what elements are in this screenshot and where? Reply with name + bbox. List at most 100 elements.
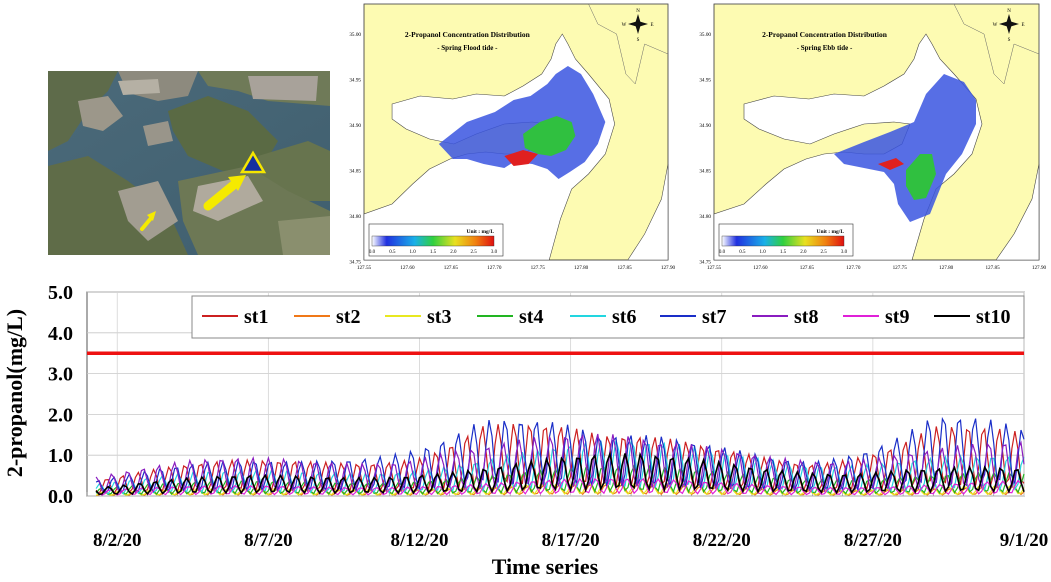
time-series-chart-svg: 0.0 1.0 2.0 3.0 4.0 5.0 8/2/20 8/7/20 8/12/20 8/1… (2, 282, 1049, 579)
map-flood-svg: 2-Propanol Concentration Distribution - S… (349, 3, 676, 271)
colorbar-tick: 2.5 (821, 250, 828, 255)
colorbar-tick: 3.0 (491, 250, 498, 255)
series-group (95, 416, 1025, 496)
map-subtitle: - Spring Flood tide - (437, 44, 498, 52)
coastline (364, 3, 669, 85)
legend-box (191, 295, 1025, 339)
compass-s-label: S (1008, 38, 1011, 43)
map-x-tick: 127.75 (893, 265, 908, 270)
compass-e-label: E (1021, 23, 1024, 28)
y-tick-label: 1.0 (48, 445, 73, 467)
legend-label: st6 (612, 306, 636, 328)
map-x-tick: 127.70 (487, 265, 502, 270)
legend: st1 st2 st3 st4 st6 st7 st8 st9 st10 (191, 295, 1025, 339)
y-tick-label: 3.0 (48, 364, 73, 386)
series-line-st10 (95, 451, 1025, 496)
map-y-tick: 34.80 (699, 214, 711, 220)
x-tick-label: 8/17/20 (542, 530, 600, 551)
map-content (713, 3, 1040, 261)
map-ebb-svg: 2-Propanol Concentration Distribution - S… (699, 3, 1047, 271)
colorbar-tick: 1.5 (430, 250, 437, 255)
legend-label: st8 (794, 306, 818, 328)
colorbar-tick: 0.0 (369, 250, 376, 255)
legend-label: st1 (244, 306, 268, 328)
arrow-icon (203, 175, 246, 211)
map-x-tick: 127.80 (939, 265, 954, 270)
map-x-tick: 127.65 (444, 265, 459, 270)
plume-red (504, 150, 538, 166)
series-line-st9 (95, 477, 1025, 496)
compass-n-label: N (1007, 9, 1011, 14)
unit-label: Unit : mg/L (817, 229, 845, 235)
colorbar-tick: 1.0 (760, 250, 767, 255)
map-x-tick: 127.60 (400, 265, 415, 270)
map-x-tick: 127.75 (531, 265, 546, 270)
map-subtitle: - Spring Ebb tide - (797, 44, 853, 52)
legend-label: st7 (702, 306, 726, 328)
map-y-tick: 35.00 (349, 32, 361, 38)
map-y-tick: 34.95 (349, 78, 361, 84)
satellite-image (48, 71, 330, 255)
x-tick-label: 9/1/20 (1000, 530, 1049, 551)
colorbar-tick: 1.0 (410, 250, 417, 255)
legend-label: st10 (976, 306, 1010, 328)
legend-label: st4 (519, 306, 543, 328)
compass-n-label: N (636, 9, 640, 14)
plume-red (878, 158, 904, 170)
legend-label: st2 (336, 306, 360, 328)
map-y-tick: 35.00 (699, 32, 711, 38)
series-line-st8 (95, 433, 1025, 494)
colorbar (721, 235, 845, 247)
colorbar-tick: 0.0 (719, 250, 726, 255)
x-tick-label: 8/22/20 (693, 530, 751, 551)
compass-icon: N S E W (622, 9, 654, 43)
compass-icon: N S E W (993, 9, 1025, 43)
y-tick-label: 0.0 (48, 486, 73, 508)
y-axis-label: 2-propanol(mg/L) (2, 309, 27, 477)
map-x-tick: 127.55 (707, 265, 722, 270)
y-tick-label: 5.0 (48, 282, 73, 304)
series-line-st1 (95, 423, 1025, 495)
compass-w-label: W (622, 23, 627, 28)
concentration-map-flood: 2-Propanol Concentration Distribution - S… (338, 0, 678, 271)
map-x-tick: 127.55 (357, 265, 372, 270)
compass-ew-needle (628, 21, 648, 27)
map-title: 2-Propanol Concentration Distribution (405, 30, 531, 39)
map-y-tick: 34.75 (349, 260, 361, 266)
concentration-map-ebb: 2-Propanol Concentration Distribution - S… (688, 0, 1051, 271)
colorbar-tick: 0.5 (389, 250, 396, 255)
plume-blue (834, 74, 976, 222)
map-x-tick: 127.90 (661, 265, 676, 270)
plume-green (523, 116, 576, 156)
unit-label: Unit : mg/L (467, 229, 495, 235)
legend-label: st9 (885, 306, 909, 328)
colorbar-tick: 3.0 (841, 250, 848, 255)
x-tick-label: 8/2/20 (93, 530, 142, 551)
colorbar (371, 235, 495, 247)
map-content (363, 3, 669, 261)
map-x-tick: 127.60 (753, 265, 768, 270)
colorbar-tick: 2.0 (800, 250, 807, 255)
colorbar-tick: 2.5 (471, 250, 478, 255)
map-y-tick: 34.85 (699, 169, 711, 175)
map-x-tick: 127.70 (846, 265, 861, 270)
compass-s-label: S (637, 38, 640, 43)
compass-ew-needle (999, 21, 1019, 27)
map-x-tick: 127.90 (1032, 265, 1047, 270)
colorbar-tick: 1.5 (780, 250, 787, 255)
plume-green (906, 154, 936, 200)
triangle-marker-icon (239, 150, 267, 174)
map-x-tick: 127.85 (617, 265, 632, 270)
map-y-tick: 34.90 (699, 123, 711, 129)
map-x-tick: 127.85 (985, 265, 1000, 270)
y-tick-label: 2.0 (48, 404, 73, 426)
map-x-tick: 127.80 (574, 265, 589, 270)
map-y-tick: 34.90 (349, 123, 361, 129)
y-tick-label: 4.0 (48, 323, 73, 345)
satellite-image-drawing (48, 71, 330, 255)
compass-w-label: W (993, 23, 998, 28)
x-tick-label: 8/12/20 (390, 530, 448, 551)
map-x-tick: 127.65 (800, 265, 815, 270)
map-y-tick: 34.75 (699, 260, 711, 266)
map-y-tick: 34.95 (699, 78, 711, 84)
